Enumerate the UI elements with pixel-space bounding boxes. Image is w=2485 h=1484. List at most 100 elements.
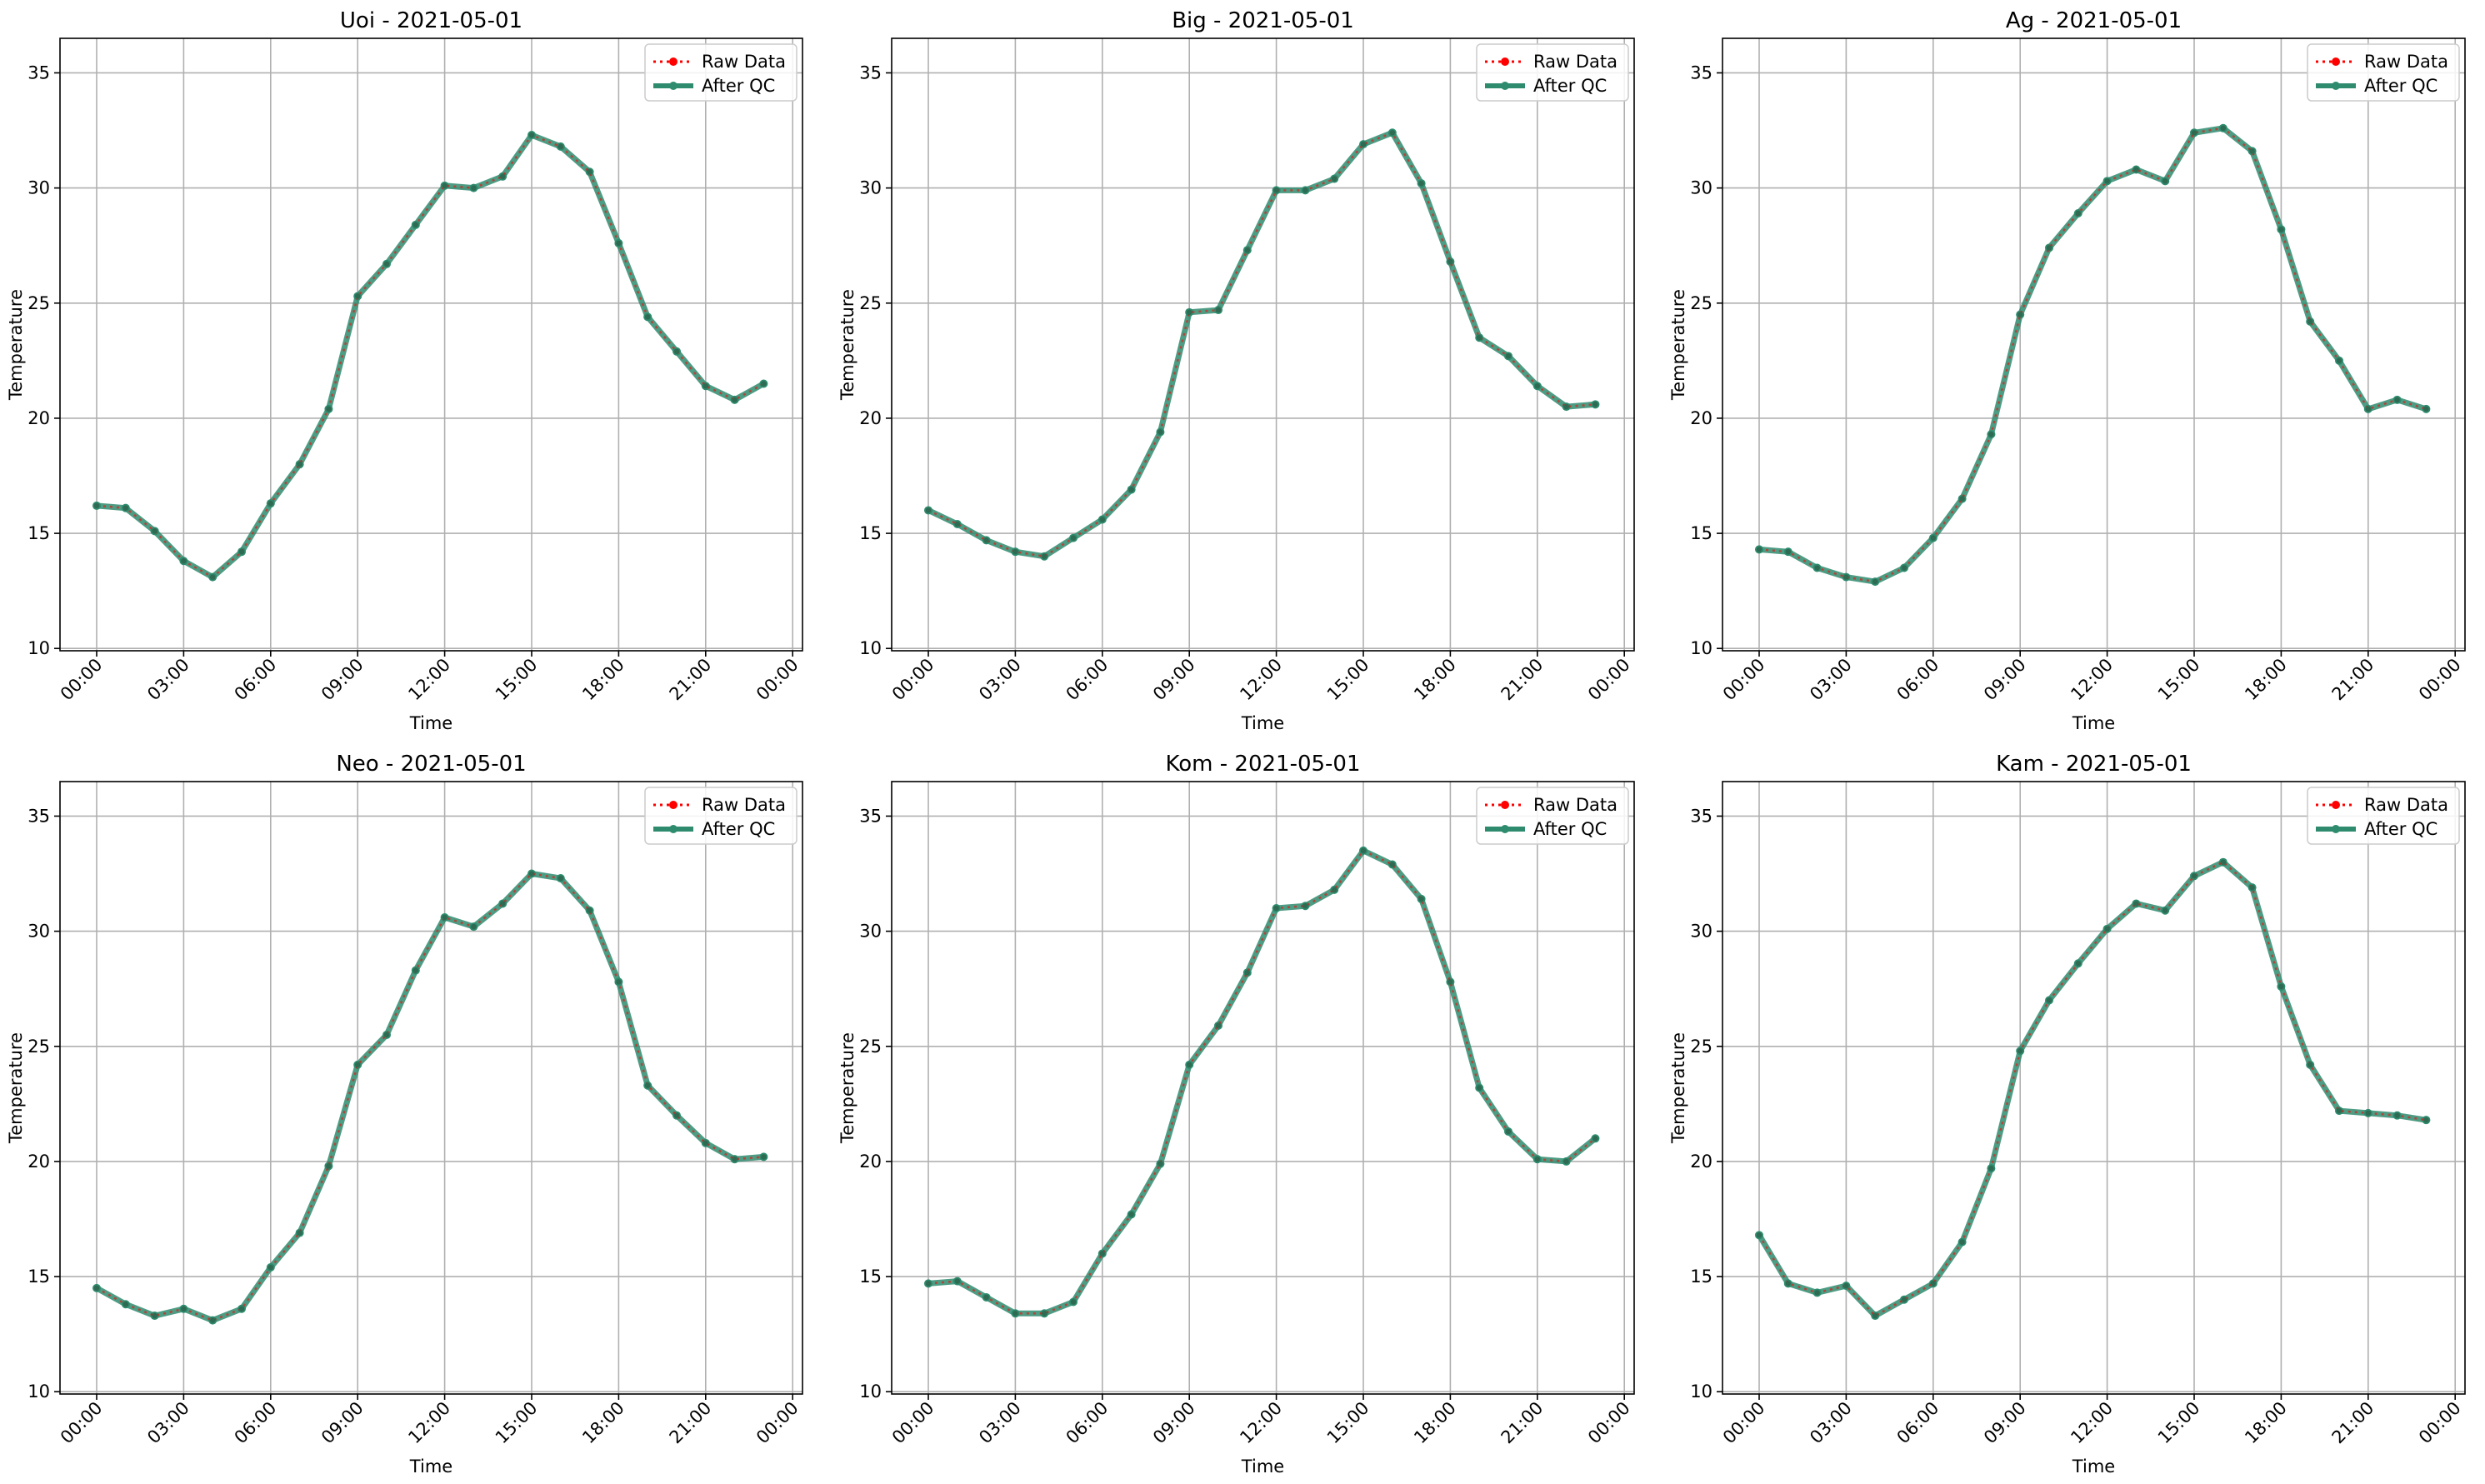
raw-data-point — [1360, 141, 1367, 147]
raw-data-point — [2133, 901, 2139, 907]
legend-qc-marker — [2332, 825, 2340, 833]
raw-data-point — [1012, 548, 1018, 555]
y-tick-label: 35 — [28, 806, 50, 826]
raw-data-point — [1128, 487, 1134, 492]
legend-qc-marker — [669, 82, 678, 90]
subplot-title: Neo - 2021-05-01 — [336, 752, 526, 777]
raw-data-point — [1785, 1281, 1791, 1287]
raw-data-point — [558, 875, 563, 882]
y-tick-label: 15 — [28, 523, 50, 543]
raw-data-point — [1244, 247, 1251, 253]
raw-data-point — [383, 261, 390, 267]
raw-data-point — [1988, 1166, 1994, 1172]
raw-data-point — [732, 397, 738, 403]
series-line-raw-data — [96, 133, 765, 579]
raw-data-point — [1814, 1290, 1820, 1296]
raw-data-point — [152, 1312, 158, 1319]
raw-data-point — [528, 132, 535, 138]
raw-data-point — [1448, 258, 1453, 265]
raw-data-point — [761, 381, 767, 387]
raw-data-point — [297, 1230, 302, 1236]
subplot-title: Kam - 2021-05-01 — [1996, 752, 2192, 777]
raw-data-point — [2075, 961, 2081, 967]
raw-data-point — [1273, 187, 1279, 193]
raw-data-point — [1389, 130, 1396, 136]
x-axis-label: Time — [409, 713, 452, 733]
legend-qc-marker — [669, 825, 678, 833]
raw-data-point — [471, 185, 477, 191]
y-tick-label: 20 — [28, 408, 50, 428]
y-tick-label: 35 — [1690, 806, 1712, 826]
raw-data-point — [442, 914, 448, 921]
raw-data-point — [210, 574, 216, 580]
raw-data-point — [528, 871, 535, 877]
legend-raw-marker — [669, 801, 678, 809]
raw-data-point — [1099, 1251, 1106, 1257]
legend-qc-label: After QC — [1533, 76, 1607, 96]
legend: Raw Data After QC — [1476, 787, 1629, 845]
y-tick-label: 25 — [28, 293, 50, 313]
y-tick-label: 25 — [1690, 1037, 1712, 1057]
raw-data-point — [2133, 167, 2139, 172]
raw-data-point — [1158, 1161, 1163, 1167]
plot-frame — [1722, 37, 2466, 652]
y-tick-label: 35 — [859, 806, 882, 826]
legend-qc-label: After QC — [2364, 76, 2438, 96]
raw-data-point — [558, 143, 563, 150]
y-tick-label: 20 — [1690, 1152, 1712, 1172]
raw-data-point — [1872, 1312, 1878, 1319]
y-tick-label: 30 — [859, 922, 882, 942]
y-tick-label: 25 — [1690, 293, 1712, 313]
raw-data-point — [1756, 547, 1762, 552]
raw-data-point — [1959, 496, 1965, 502]
raw-data-point — [702, 383, 708, 389]
subplot-title: Kom - 2021-05-01 — [1166, 752, 1361, 777]
raw-data-point — [702, 1140, 708, 1147]
raw-data-point — [2249, 148, 2255, 154]
y-tick-label: 15 — [859, 523, 882, 543]
raw-data-point — [1814, 565, 1820, 571]
raw-data-point — [2018, 312, 2023, 317]
legend-raw-marker — [669, 57, 678, 66]
legend-raw-marker — [1501, 801, 1509, 809]
raw-data-point — [1988, 432, 1994, 437]
raw-data-point — [1273, 905, 1279, 912]
raw-data-point — [1901, 565, 1908, 571]
legend-qc-label: After QC — [702, 819, 775, 839]
raw-data-point — [122, 505, 128, 511]
legend-qc-label: After QC — [702, 76, 775, 96]
plot-frame — [891, 781, 1635, 1395]
raw-data-point — [1448, 979, 1453, 985]
y-tick-label: 30 — [1690, 178, 1712, 198]
raw-data-point — [2336, 357, 2342, 364]
raw-data-point — [1158, 429, 1163, 435]
raw-data-point — [2220, 859, 2226, 865]
raw-data-point — [925, 507, 932, 513]
raw-data-point — [1187, 309, 1192, 316]
raw-data-point — [2365, 1110, 2371, 1117]
raw-data-point — [1534, 383, 1541, 389]
y-axis-label: Temperature — [838, 1032, 858, 1144]
raw-data-point — [412, 967, 418, 973]
y-tick-label: 25 — [28, 1037, 50, 1057]
raw-data-point — [2365, 406, 2371, 412]
y-tick-label: 35 — [28, 62, 50, 82]
raw-data-point — [1477, 1085, 1482, 1091]
raw-data-point — [2104, 926, 2110, 932]
y-tick-label: 30 — [28, 178, 50, 198]
raw-data-point — [1505, 353, 1512, 359]
raw-data-point — [645, 314, 651, 320]
raw-data-point — [2336, 1107, 2342, 1114]
raw-data-point — [1302, 187, 1308, 193]
y-tick-label: 10 — [859, 1382, 882, 1402]
raw-data-point — [1332, 176, 1338, 182]
legend-qc-marker — [1501, 825, 1509, 833]
plot-frame — [1722, 781, 2466, 1395]
raw-data-point — [2308, 1062, 2313, 1068]
raw-data-point — [2278, 983, 2284, 990]
raw-data-point — [1418, 180, 1424, 187]
raw-data-point — [983, 1294, 989, 1301]
subplot-title: Ag - 2021-05-01 — [2006, 8, 2182, 33]
raw-data-point — [2423, 406, 2429, 412]
